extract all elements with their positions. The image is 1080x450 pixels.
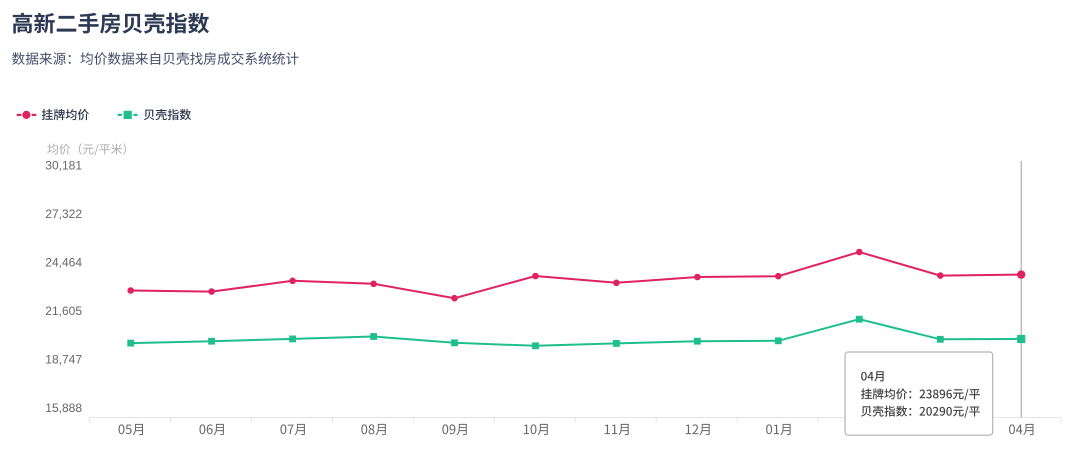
svg-text:18,747: 18,747 [45,353,82,367]
svg-text:24,464: 24,464 [45,256,82,270]
svg-text:27,322: 27,322 [45,207,82,221]
svg-text:21,605: 21,605 [45,304,82,318]
svg-text:15,888: 15,888 [45,401,82,415]
svg-text:30,181: 30,181 [45,159,82,173]
